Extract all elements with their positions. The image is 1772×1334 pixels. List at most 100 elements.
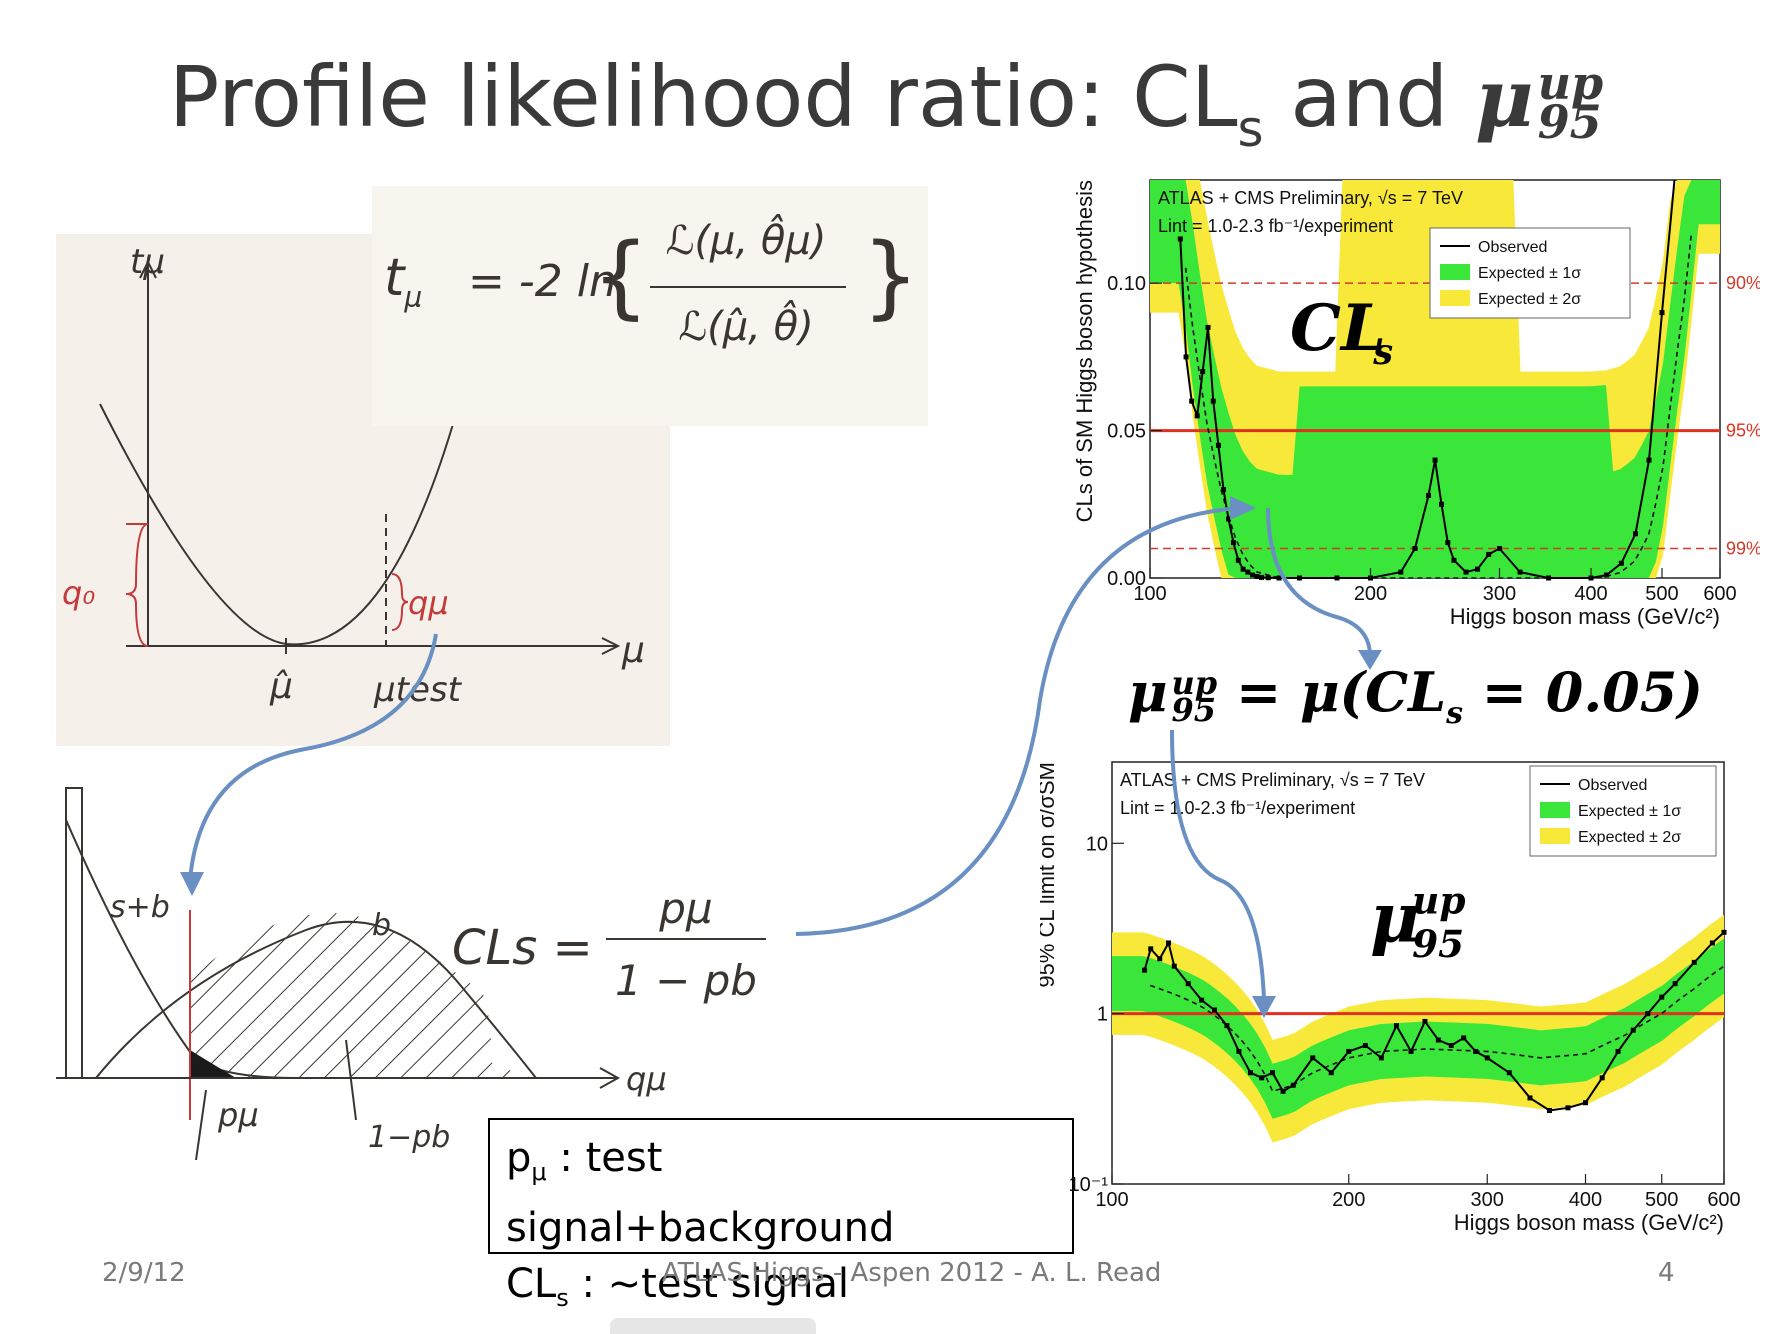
note-line-2: CLs : ~test signal — [506, 1256, 1056, 1326]
formula-numerator: ℒ(μ, θ̂μ) — [665, 218, 827, 264]
legend-1sigma-label: Expected ± 1σ — [1478, 265, 1581, 282]
note-line-1: pμ : test signal+background — [506, 1130, 1056, 1256]
x-tick-label: 100 — [1095, 1189, 1128, 1211]
title-mu-scripts: up 95 — [1537, 60, 1604, 150]
one-minus-pb-hatch — [190, 913, 536, 1078]
observed-point — [1148, 946, 1154, 952]
note-line-1-text: : test signal+background — [506, 1135, 895, 1251]
observed-point — [1210, 398, 1216, 404]
observed-point — [1205, 324, 1211, 330]
observed-point — [1240, 566, 1246, 572]
note-cl: CL — [506, 1261, 557, 1307]
observed-point — [1215, 442, 1221, 448]
observed-point — [1721, 929, 1727, 935]
observed-point — [1259, 574, 1265, 580]
title-and: and — [1263, 48, 1476, 146]
note-cl-sub: s — [556, 1284, 569, 1312]
big-chart-label-sub: 95 — [1412, 922, 1464, 966]
legend-1sigma-swatch — [1440, 264, 1470, 280]
x-tick-label: 300 — [1471, 1189, 1504, 1211]
observed-point — [1412, 546, 1418, 552]
observed-point — [1235, 557, 1241, 563]
mu95-rhs-sub: s — [1446, 695, 1463, 731]
y-tick-label: 10⁻¹ — [1069, 1174, 1109, 1196]
qmu-label: qμ — [408, 584, 449, 622]
observed-point — [1645, 1011, 1651, 1017]
x-tick-label: 400 — [1574, 583, 1607, 605]
observed-point — [1435, 1037, 1441, 1043]
observed-point — [1599, 1075, 1605, 1081]
observed-point — [1445, 540, 1451, 546]
note-box: pμ : test signal+background CLs : ~test … — [488, 1118, 1074, 1312]
reference-line-label: 95% — [1726, 421, 1760, 441]
observed-point — [1259, 1075, 1265, 1081]
observed-point — [1615, 1048, 1621, 1054]
pmu-label: pμ — [218, 1096, 259, 1134]
observed-point — [1189, 398, 1195, 404]
observed-point — [1185, 981, 1191, 987]
observed-point — [1604, 572, 1610, 578]
observed-point — [1328, 1070, 1334, 1076]
observed-point — [1506, 1070, 1512, 1076]
title-mu-sub: 95 — [1537, 95, 1602, 150]
observed-point — [1463, 569, 1469, 575]
scroll-handle[interactable] — [610, 1318, 816, 1334]
legend-2sigma-swatch — [1440, 290, 1470, 306]
q0-brace — [125, 523, 149, 647]
observed-point — [1276, 575, 1282, 581]
chart-header-1: ATLAS + CMS Preliminary, √s = 7 TeV — [1158, 188, 1463, 208]
big-chart-label-sub: s — [1372, 332, 1393, 373]
cls-formula-numerator: pμ — [659, 884, 713, 933]
chart-header-2: Lint = 1.0-2.3 fb⁻¹/experiment — [1158, 216, 1393, 236]
mu95-symbol: μ — [1128, 660, 1168, 724]
observed-point — [1290, 1082, 1296, 1088]
formula-close-brace: } — [862, 224, 920, 329]
q0-label: q₀ — [62, 574, 96, 612]
observed-point — [1408, 1048, 1414, 1054]
x-tick-label: 300 — [1483, 583, 1516, 605]
one-minus-pb-pointer — [345, 1039, 357, 1121]
observed-point — [1618, 560, 1624, 566]
observed-point — [1157, 956, 1163, 962]
y-tick-label: 10 — [1086, 833, 1108, 855]
legend-observed-label: Observed — [1578, 777, 1647, 794]
observed-point — [1426, 492, 1432, 498]
observed-point — [1691, 959, 1697, 965]
legend-2sigma-label: Expected ± 2σ — [1578, 829, 1681, 846]
x-tick-label: 600 — [1703, 583, 1736, 605]
observed-point — [1249, 572, 1255, 578]
b-curve — [95, 920, 537, 1079]
observed-point — [1236, 1048, 1242, 1054]
x-axis-label: Higgs boson mass (GeV/c²) — [1454, 1210, 1724, 1235]
formula-lhs: tμ — [384, 248, 422, 313]
formula-denominator: ℒ(μ̂, θ̂) — [678, 304, 814, 350]
observed-point — [1199, 997, 1205, 1003]
x-tick-label: 600 — [1707, 1189, 1740, 1211]
observed-point — [1221, 487, 1227, 493]
muhat-label: μ̂ — [270, 666, 293, 707]
observed-point — [1254, 574, 1260, 580]
legend-observed-label: Observed — [1478, 239, 1547, 256]
pmu-shaded-area — [190, 1050, 236, 1078]
observed-point — [1473, 1048, 1479, 1054]
observed-point — [1547, 1108, 1553, 1114]
title-sub: s — [1237, 100, 1264, 158]
x-tick-label: 200 — [1354, 583, 1387, 605]
t-axis-label: tμ — [130, 242, 165, 282]
x-tick-label: 500 — [1645, 583, 1678, 605]
observed-point — [1194, 413, 1200, 419]
observed-point — [1212, 1007, 1218, 1013]
mu95-scripts: up 95 — [1172, 667, 1218, 726]
observed-point — [1517, 569, 1523, 575]
x-tick-label: 200 — [1332, 1189, 1365, 1211]
cls-formula-denominator: 1 − pb — [615, 956, 757, 1005]
sb-peak-bar — [65, 787, 83, 1079]
formula-fraction-bar — [650, 286, 846, 288]
legend-2sigma-label: Expected ± 2σ — [1478, 291, 1581, 308]
observed-point — [1378, 1055, 1384, 1061]
distribution-sketch: s+b b pμ 1−pb qμ — [56, 760, 776, 1180]
observed-point — [1346, 1048, 1352, 1054]
y-axis-label: CLs of SM Higgs boson hypothesis — [1072, 180, 1097, 522]
observed-point — [1709, 940, 1715, 946]
observed-point — [1142, 967, 1148, 973]
